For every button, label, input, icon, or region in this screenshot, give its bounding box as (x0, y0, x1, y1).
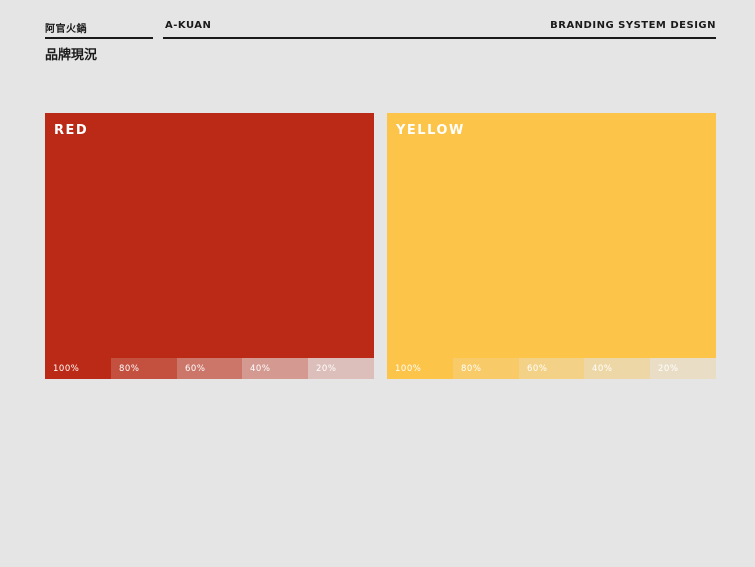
tint-label: 80% (119, 364, 140, 374)
header-rule (45, 37, 153, 39)
tint-cell: 100% (45, 358, 111, 379)
color-swatch: RED 100% 80% 60% 40% 20% (45, 113, 374, 379)
tint-fill (45, 358, 111, 379)
subtitle: BRANDING SYSTEM DESIGN (550, 20, 716, 31)
section-title: 品牌現況 (45, 48, 98, 63)
tint-fill (584, 358, 650, 379)
project: A-KUAN (165, 20, 212, 31)
tint-cell: 60% (177, 358, 242, 379)
tint-fill (453, 358, 519, 379)
tint-fill (650, 358, 716, 379)
tint-cell: 60% (519, 358, 584, 379)
tint-label: 40% (592, 364, 613, 374)
tint-fill (177, 358, 242, 379)
tint-label: 100% (395, 364, 422, 374)
swatch-fill (387, 113, 716, 358)
tint-label: 20% (658, 364, 679, 374)
header-rule (163, 37, 716, 39)
tint-cell: 40% (242, 358, 308, 379)
tint-cell: 80% (453, 358, 519, 379)
tint-fill (242, 358, 308, 379)
tint-fill (387, 358, 453, 379)
tint-fill (308, 358, 374, 379)
tint-label: 40% (250, 364, 271, 374)
swatch-fill (45, 113, 374, 358)
tint-label: 20% (316, 364, 337, 374)
tint-label: 60% (185, 364, 206, 374)
swatch-name: RED (54, 123, 89, 138)
tint-cell: 100% (387, 358, 453, 379)
swatch-name: YELLOW (396, 123, 465, 138)
tint-cell: 20% (308, 358, 374, 379)
tint-fill (111, 358, 177, 379)
brand: 阿官火鍋 (45, 24, 87, 35)
color-swatch: YELLOW 100% 80% 60% 40% 20% (387, 113, 716, 379)
tint-cell: 20% (650, 358, 716, 379)
tint-cell: 40% (584, 358, 650, 379)
tint-label: 60% (527, 364, 548, 374)
tint-cell: 80% (111, 358, 177, 379)
tint-label: 100% (53, 364, 80, 374)
tint-fill (519, 358, 584, 379)
tint-label: 80% (461, 364, 482, 374)
